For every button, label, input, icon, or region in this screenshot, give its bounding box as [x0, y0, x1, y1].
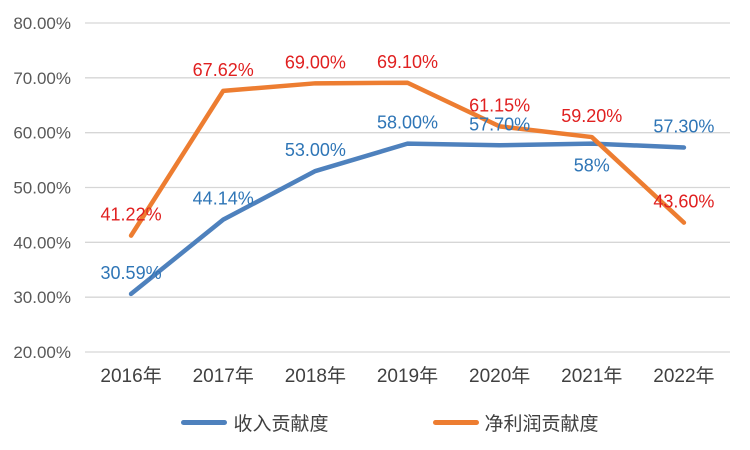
y-tick-label: 20.00%: [13, 343, 71, 362]
legend-line-swatch-orange: [432, 419, 479, 425]
legend-item-revenue-contribution: 收入贡献度: [181, 409, 329, 436]
y-tick-label: 70.00%: [13, 69, 71, 88]
data-label-series-0: 58.00%: [377, 113, 438, 133]
y-tick-label: 40.00%: [13, 233, 71, 252]
series-line-1: [128, 80, 687, 238]
x-tick-label: 2022年: [653, 365, 714, 387]
x-tick-label: 2020年: [469, 365, 530, 387]
data-label-series-1: 41.22%: [101, 205, 162, 225]
data-label-series-0: 53.00%: [285, 140, 346, 160]
data-label-series-0: 57.70%: [469, 114, 530, 134]
y-tick-label: 80.00%: [13, 14, 71, 33]
legend-item-netprofit-contribution: 净利润贡献度: [432, 409, 599, 436]
legend-line-swatch-blue: [181, 419, 228, 425]
y-tick-label: 50.00%: [13, 179, 71, 198]
data-label-series-0: 30.59%: [101, 263, 162, 283]
data-label-series-1: 43.60%: [653, 192, 714, 212]
data-label-series-1: 69.00%: [285, 52, 346, 72]
legend-label: 收入贡献度: [233, 413, 329, 435]
legend-label: 净利润贡献度: [484, 413, 599, 435]
data-label-series-0: 58%: [574, 156, 610, 176]
series-line-0: [128, 141, 687, 297]
data-label-series-1: 61.15%: [469, 95, 530, 115]
y-tick-label: 30.00%: [13, 288, 71, 307]
data-label-series-1: 69.10%: [377, 52, 438, 72]
x-tick-label: 2019年: [377, 365, 438, 387]
data-label-series-1: 67.62%: [193, 60, 254, 80]
data-label-series-1: 59.20%: [561, 106, 622, 126]
y-tick-label: 60.00%: [13, 124, 71, 143]
x-tick-label: 2021年: [561, 365, 622, 387]
data-label-series-0: 44.14%: [193, 189, 254, 209]
x-tick-label: 2017年: [193, 365, 254, 387]
legend: 收入贡献度 净利润贡献度: [0, 408, 750, 436]
x-tick-label: 2016年: [100, 365, 161, 387]
x-tick-label: 2018年: [285, 365, 346, 387]
data-label-series-0: 57.30%: [653, 116, 714, 136]
